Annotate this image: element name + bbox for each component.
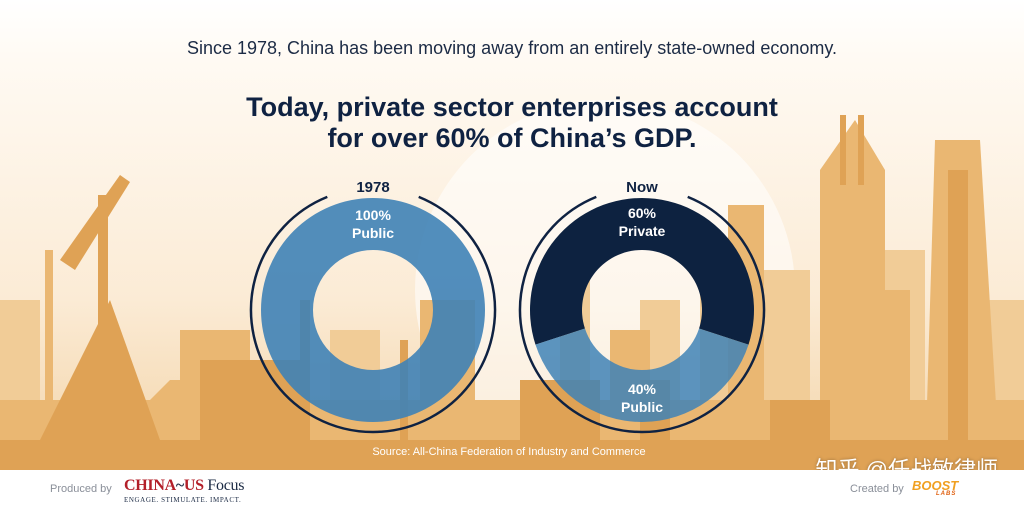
logo-right-sub: LABS <box>936 491 957 497</box>
city-skyline-illustration <box>0 115 1024 470</box>
china-us-focus-logo[interactable]: CHINA~US Focus ENGAGE. STIMULATE. IMPACT… <box>124 477 244 504</box>
source-note: Source: All-China Federation of Industry… <box>372 446 646 458</box>
boost-labs-logo[interactable]: BOOST LABS <box>912 478 958 497</box>
slice-percent-label: 60% <box>628 205 657 221</box>
headline-line-1: Today, private sector enterprises accoun… <box>246 92 778 122</box>
footer: Produced by CHINA~US Focus ENGAGE. STIMU… <box>0 470 1024 512</box>
created-by-label: Created by <box>850 483 904 495</box>
donut-title: 1978 <box>356 179 389 196</box>
donut-1: Now 60% Private 40% Public <box>518 179 766 434</box>
slice-percent-label: 100% <box>355 207 391 223</box>
donut-charts: 1978 100% Public Now 60% Private 40% Public <box>249 179 766 434</box>
donut-slice-public <box>535 328 749 422</box>
slice-name-label: Private <box>619 223 666 239</box>
logo-left-focus: Focus <box>203 477 245 494</box>
donut-outline-ring <box>249 195 497 434</box>
headline-line-2: for over 60% of China’s GDP. <box>327 123 697 153</box>
headline: Today, private sector enterprises accoun… <box>0 92 1024 154</box>
produced-by-label: Produced by <box>50 483 112 495</box>
slice-name-label: Public <box>621 399 663 415</box>
logo-left-us: US <box>183 477 204 494</box>
logo-left-swoosh-icon: ~ <box>175 477 184 494</box>
donut-0: 1978 100% Public <box>249 179 497 434</box>
donut-slice-public <box>261 198 485 422</box>
logo-left-tagline: ENGAGE. STIMULATE. IMPACT. <box>124 496 242 504</box>
slice-name-label: Public <box>352 225 394 241</box>
logo-left-china: CHINA <box>124 477 176 494</box>
logo-left-wordmark: CHINA~US Focus <box>124 477 244 495</box>
donut-title: Now <box>626 179 658 196</box>
slice-percent-label: 40% <box>628 381 657 397</box>
intro-text: Since 1978, China has been moving away f… <box>186 38 838 58</box>
donut-outline-ring <box>518 195 766 434</box>
logo-right-wordmark: BOOST <box>912 478 959 493</box>
donut-slice-private <box>530 197 754 345</box>
